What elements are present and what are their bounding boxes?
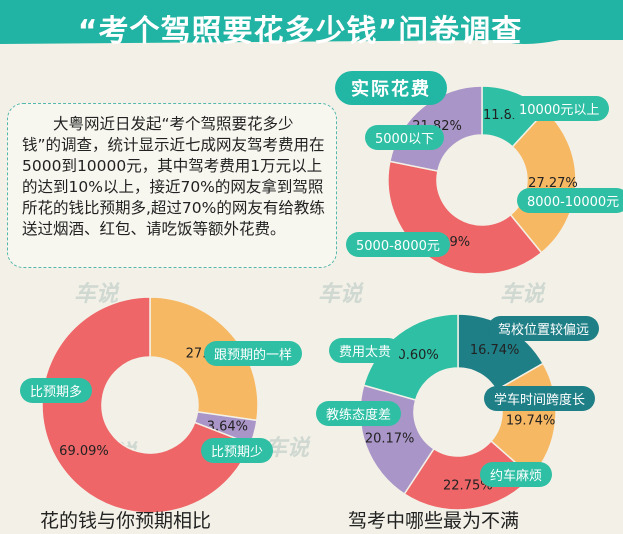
slice-value-label: 27.27%: [528, 176, 578, 191]
legend-tag-remote-school: 驾校位置较偏远: [488, 316, 600, 341]
legend-tag-same: 跟预期的一样: [204, 341, 303, 366]
watermark: 车说: [500, 282, 545, 307]
legend-tag-under-5000: 5000以下: [365, 125, 445, 150]
legend-tag-less: 比预期少: [201, 438, 274, 463]
legend-tag-too-expensive: 费用太贵: [329, 338, 402, 363]
watermark: 车说: [74, 282, 119, 307]
slice-value-label: 69.09%: [59, 444, 109, 459]
chart-title-vs-expectation: 花的钱与你预期相比: [40, 510, 212, 532]
banner-shape: [0, 0, 623, 44]
donut-slice: [41, 296, 252, 514]
header-banner: “考个驾照要花多少钱”问卷调查: [0, 0, 623, 52]
legend-tag-8000-10000: 8000-10000元: [517, 188, 623, 213]
donut-slice: [509, 109, 577, 254]
watermark: 车说: [318, 282, 363, 307]
page-title: “考个驾照要花多少钱”问卷调查: [77, 14, 523, 49]
legend-tag-booking: 约车麻烦: [480, 462, 553, 487]
chart-title-actual-cost: 实际花费: [335, 71, 447, 105]
donut-slice: [149, 296, 259, 422]
legend-tag-over-10000: 10000元以上: [509, 96, 610, 121]
slice-value-label: 20.17%: [365, 432, 415, 447]
slice-value-label: 20.60%: [389, 348, 439, 363]
legend-tag-5000-8000: 5000-8000元: [346, 232, 450, 257]
slice-value-label: 16.74%: [470, 343, 520, 358]
slice-value-label: 19.74%: [506, 413, 556, 428]
donut-slice: [403, 439, 533, 511]
legend-tag-long-duration: 学车时间跨度长: [484, 386, 596, 411]
legend-tag-coach-attitude: 教练态度差: [316, 401, 402, 426]
chart-title-dissatisfaction: 驾考中哪些最为不满: [348, 510, 520, 532]
intro-paragraph: 大粤网近日发起“考个驾照要花多少钱”的调查，统计显示近七成网友驾考费用在5000…: [7, 103, 337, 268]
donut-vs-expectation: 27.27%3.64%69.09%: [41, 296, 259, 514]
slice-value-label: 22.75%: [443, 478, 493, 493]
legend-tag-more: 比预期多: [20, 378, 93, 403]
